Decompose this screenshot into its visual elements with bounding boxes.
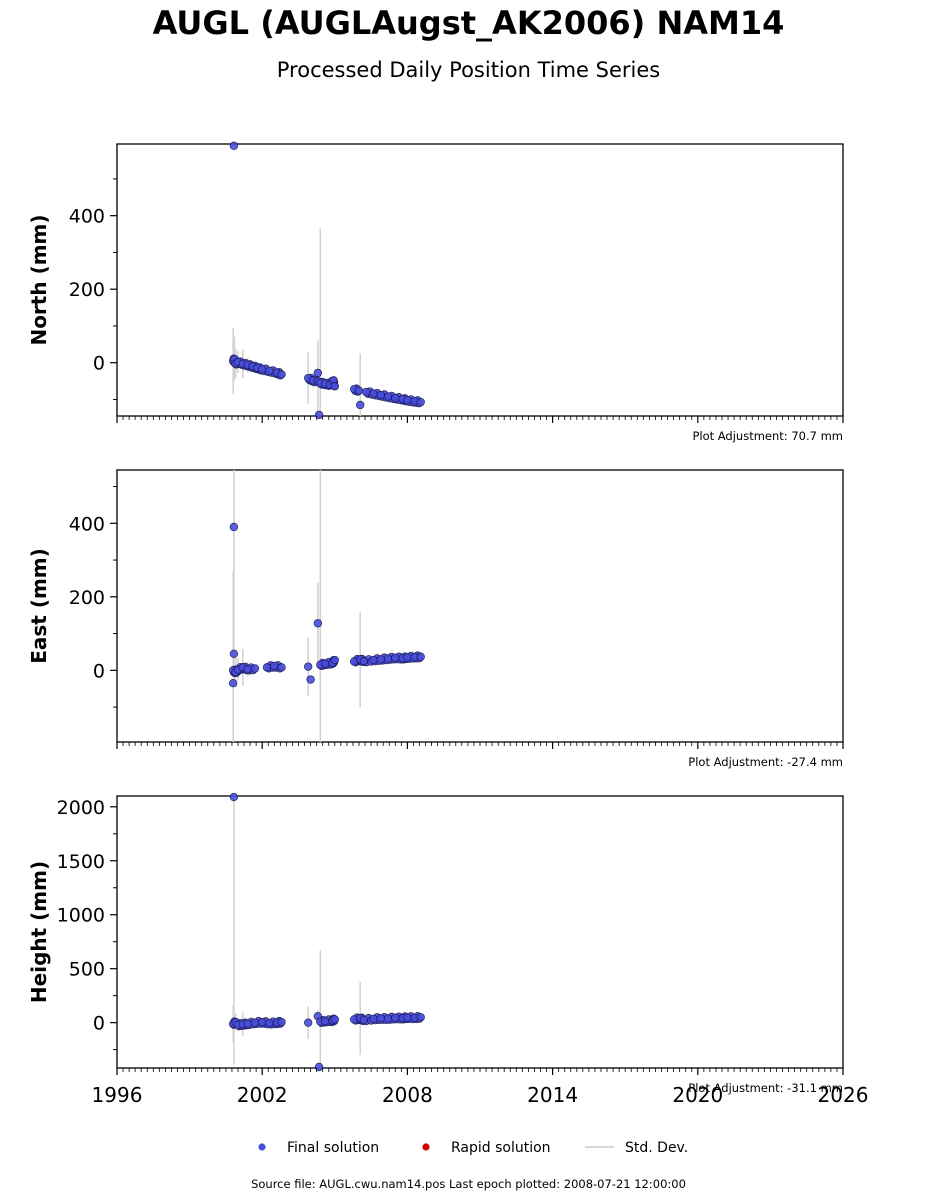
x-tick-label: 1996: [92, 1083, 143, 1107]
data-point: [359, 1015, 369, 1025]
data-point: [403, 395, 412, 405]
data-point: [270, 661, 279, 671]
legend-label: Std. Dev.: [625, 1140, 688, 1156]
data-point: [362, 387, 371, 397]
data-point: [313, 619, 323, 628]
data-point: [391, 1013, 400, 1023]
panel-height: 0 500 1000 1500 2000 Height (mm) Plot Adjustme…: [27, 792, 844, 1095]
data-point: [330, 655, 339, 665]
data-point: [262, 663, 272, 672]
data-point: [250, 1018, 260, 1027]
plot-adjustment-label: Plot Adjustment: -31.1 mm: [688, 1081, 843, 1095]
data-point: [229, 792, 239, 802]
data-point: [330, 382, 339, 391]
y-axis-label: North (mm): [27, 214, 51, 345]
data-point: [416, 1013, 425, 1022]
data-point: [320, 1016, 330, 1026]
data-point: [250, 664, 260, 673]
data-point: [277, 1017, 286, 1027]
data-point: [356, 400, 365, 410]
data-point: [376, 390, 385, 400]
y-tick-label: 400: [69, 513, 105, 535]
data-point: [313, 368, 323, 378]
data-point: [416, 397, 425, 407]
data-point: [383, 1014, 393, 1023]
plot-frame: [116, 795, 844, 1069]
data-point: [376, 655, 385, 664]
y-tick-label: 0: [93, 1013, 105, 1035]
x-tick-label: 2026: [818, 1083, 869, 1107]
data-point: [383, 654, 393, 663]
legend-item: Std. Dev.: [585, 1140, 688, 1156]
data-point: [314, 410, 324, 420]
x-tick-label: 2008: [382, 1083, 433, 1107]
data-point: [403, 1013, 412, 1022]
y-tick-label: 1500: [57, 851, 105, 873]
data-point: [330, 1015, 339, 1024]
legend-label: Rapid solution: [451, 1140, 551, 1156]
data-point: [306, 675, 315, 684]
data-point: [383, 392, 393, 401]
legend-item: Final solution: [258, 1140, 379, 1156]
plot-frame: [116, 469, 844, 743]
plot-adjustment-label: Plot Adjustment: -27.4 mm: [688, 755, 843, 769]
data-point: [228, 678, 238, 688]
y-tick-label: 400: [69, 206, 105, 228]
y-tick-label: 0: [93, 353, 105, 375]
x-tick-label: 2002: [237, 1083, 288, 1107]
panel-east: 0 200 400 East (mm) Plot Adjustment: -27.4 m…: [27, 469, 844, 769]
x-tick-label: 2014: [527, 1083, 578, 1107]
panel-north: 0 200 400 North (mm) Plot Adjustment: 70.7 m…: [27, 141, 844, 443]
data-point: [354, 386, 364, 395]
data-point: [229, 141, 239, 151]
data-point: [243, 665, 252, 674]
data-point: [277, 663, 286, 672]
y-tick-label: 500: [69, 959, 105, 981]
chart-title: AUGL (AUGLAugst_AK2006) NAM14: [152, 4, 785, 42]
data-point: [229, 649, 239, 658]
data-point: [303, 1018, 313, 1027]
data-point: [403, 653, 412, 662]
y-tick-label: 200: [69, 587, 105, 609]
legend-marker: [422, 1143, 430, 1151]
y-tick-label: 2000: [57, 797, 105, 819]
data-point: [391, 653, 400, 663]
y-tick-label: 1000: [57, 905, 105, 927]
data-point: [265, 1019, 274, 1028]
data-point: [265, 366, 274, 375]
data-point: [416, 652, 425, 661]
data-point: [243, 1019, 252, 1028]
source-footer: Source file: AUGL.cwu.nam14.pos Last epo…: [251, 1177, 686, 1191]
plot-frame: [116, 143, 844, 417]
data-point: [314, 1062, 324, 1072]
data-point: [258, 365, 267, 374]
legend-item: Rapid solution: [422, 1140, 551, 1156]
data-point: [369, 389, 378, 398]
y-tick-label: 0: [93, 660, 105, 682]
legend-label: Final solution: [287, 1140, 379, 1156]
data-point: [369, 1014, 378, 1024]
data-point: [229, 522, 239, 532]
legend-marker: [258, 1143, 266, 1151]
data-point: [391, 393, 400, 403]
x-tick-label: 2020: [672, 1083, 723, 1107]
data-point: [359, 656, 369, 666]
data-point: [369, 655, 378, 665]
data-point: [303, 662, 313, 671]
data-point: [277, 370, 286, 379]
data-point: [320, 659, 330, 668]
plot-adjustment-label: Plot Adjustment: 70.7 mm: [692, 429, 843, 443]
y-axis-label: East (mm): [27, 548, 51, 664]
data-point: [376, 1014, 385, 1023]
y-axis-label: Height (mm): [27, 861, 51, 1003]
data-point: [258, 1017, 267, 1027]
chart-subtitle: Processed Daily Position Time Series: [276, 58, 661, 82]
y-tick-label: 200: [69, 279, 105, 301]
